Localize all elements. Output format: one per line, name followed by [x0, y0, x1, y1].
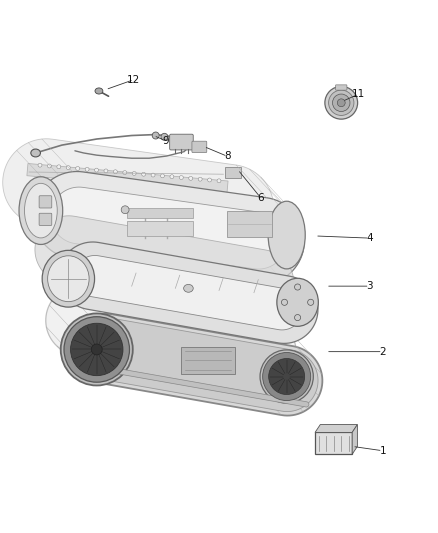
FancyBboxPatch shape — [315, 432, 352, 454]
Ellipse shape — [260, 350, 313, 403]
Text: 9: 9 — [162, 136, 169, 146]
Ellipse shape — [31, 149, 40, 157]
FancyBboxPatch shape — [39, 213, 52, 225]
Ellipse shape — [19, 177, 63, 245]
Text: 4: 4 — [366, 233, 373, 243]
Ellipse shape — [57, 165, 61, 169]
Ellipse shape — [160, 174, 164, 178]
Ellipse shape — [25, 183, 57, 238]
Ellipse shape — [294, 314, 300, 321]
Ellipse shape — [123, 171, 127, 174]
Ellipse shape — [113, 170, 117, 174]
Polygon shape — [51, 187, 287, 269]
Ellipse shape — [47, 164, 51, 168]
Ellipse shape — [61, 313, 133, 385]
Ellipse shape — [184, 285, 193, 292]
Ellipse shape — [325, 86, 357, 119]
Ellipse shape — [64, 317, 130, 382]
Polygon shape — [352, 425, 357, 454]
FancyBboxPatch shape — [127, 221, 193, 236]
Ellipse shape — [95, 88, 103, 94]
Polygon shape — [27, 164, 228, 193]
Ellipse shape — [48, 256, 89, 302]
Text: 3: 3 — [366, 281, 373, 291]
Ellipse shape — [66, 166, 70, 169]
Ellipse shape — [307, 299, 314, 305]
Text: 11: 11 — [352, 89, 365, 99]
Ellipse shape — [198, 177, 202, 181]
Ellipse shape — [91, 344, 102, 355]
Ellipse shape — [332, 94, 350, 111]
FancyBboxPatch shape — [225, 167, 241, 178]
Text: 6: 6 — [257, 192, 264, 203]
Ellipse shape — [170, 175, 174, 179]
Ellipse shape — [76, 166, 80, 171]
Ellipse shape — [263, 352, 311, 400]
FancyBboxPatch shape — [181, 347, 235, 374]
Text: 1: 1 — [379, 446, 386, 456]
FancyBboxPatch shape — [192, 141, 207, 152]
Polygon shape — [72, 314, 322, 416]
Polygon shape — [59, 242, 318, 343]
Ellipse shape — [95, 168, 99, 172]
FancyBboxPatch shape — [39, 196, 52, 208]
Polygon shape — [46, 286, 296, 387]
Text: 12: 12 — [127, 75, 141, 85]
Ellipse shape — [42, 251, 95, 307]
Ellipse shape — [121, 206, 129, 214]
Ellipse shape — [38, 163, 42, 167]
Ellipse shape — [85, 167, 89, 171]
Ellipse shape — [151, 173, 155, 177]
Ellipse shape — [71, 323, 123, 376]
FancyBboxPatch shape — [127, 207, 193, 219]
Ellipse shape — [277, 278, 318, 326]
Ellipse shape — [189, 176, 193, 180]
Ellipse shape — [132, 172, 136, 175]
Ellipse shape — [217, 179, 221, 183]
Ellipse shape — [328, 90, 354, 116]
Ellipse shape — [268, 359, 305, 394]
Ellipse shape — [179, 175, 183, 180]
Ellipse shape — [161, 133, 168, 140]
FancyBboxPatch shape — [227, 211, 272, 237]
Polygon shape — [3, 139, 274, 252]
Ellipse shape — [208, 178, 212, 182]
Polygon shape — [77, 362, 309, 407]
FancyBboxPatch shape — [336, 85, 347, 90]
Polygon shape — [315, 425, 357, 432]
Text: 8: 8 — [224, 151, 231, 161]
Ellipse shape — [268, 201, 305, 269]
Ellipse shape — [152, 132, 159, 139]
Ellipse shape — [141, 172, 145, 176]
Ellipse shape — [282, 299, 288, 305]
Ellipse shape — [294, 284, 300, 290]
Polygon shape — [35, 216, 294, 317]
Polygon shape — [76, 318, 318, 411]
Ellipse shape — [337, 99, 345, 107]
Ellipse shape — [104, 169, 108, 173]
Polygon shape — [33, 172, 304, 285]
Text: 2: 2 — [379, 346, 386, 357]
FancyBboxPatch shape — [170, 134, 193, 150]
Polygon shape — [74, 255, 303, 330]
